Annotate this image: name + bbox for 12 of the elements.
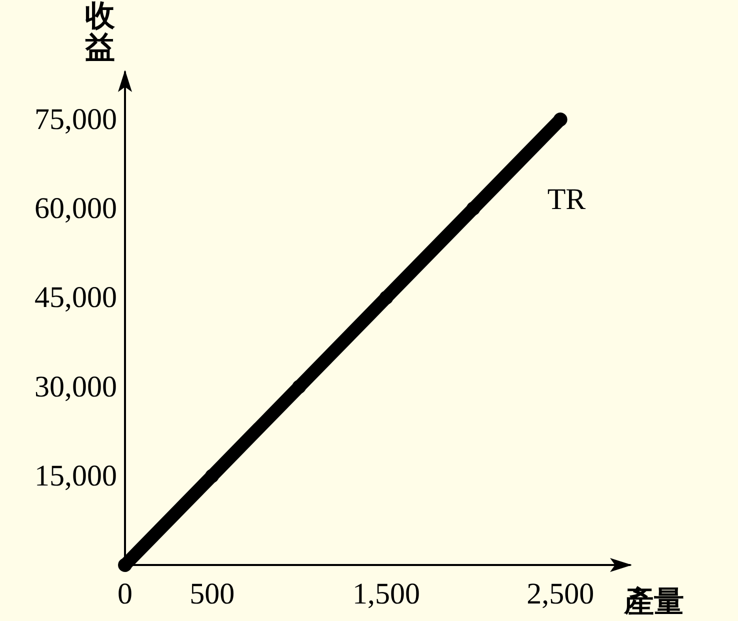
y-tick-label: 15,000 — [34, 459, 117, 492]
x-tick-label: 2,500 — [526, 578, 594, 610]
y-tick-label: 30,000 — [34, 370, 117, 404]
x-tick-label: 0 — [118, 578, 132, 610]
y-tick-label: 60,000 — [34, 192, 117, 226]
y-tick-label: 45,000 — [34, 281, 117, 314]
y-tick-label: 75,000 — [34, 103, 117, 136]
x-axis-title: 產量 — [623, 586, 684, 618]
x-tick-label: 1,500 — [352, 578, 420, 610]
series-label: TR — [547, 183, 586, 216]
y-axis-title: 收益 — [85, 0, 116, 64]
x-tick-label: 500 — [190, 578, 235, 610]
